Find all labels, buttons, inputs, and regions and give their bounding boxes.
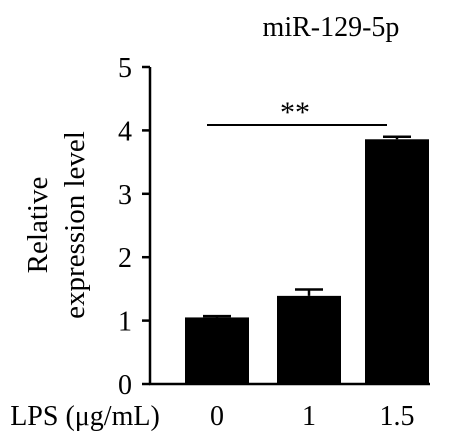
significance-annotation: ** — [207, 96, 387, 129]
x-tick-label: 0 — [210, 401, 224, 432]
x-tick-labels: 0 1 1.5 — [210, 401, 415, 432]
bars — [185, 139, 429, 384]
error-bars — [203, 135, 411, 318]
bar — [365, 139, 429, 384]
y-tick-label: 3 — [118, 180, 132, 211]
x-axis-label: LPS (μg/mL) — [10, 401, 160, 432]
y-ticks: 0 1 2 3 4 5 — [118, 53, 150, 401]
y-axis-label-line1: Relative — [22, 177, 54, 274]
y-tick-label: 4 — [118, 116, 132, 147]
chart-title: miR-129-5p — [263, 12, 400, 43]
y-axis-label-line2: expression level — [59, 131, 91, 319]
x-tick-label: 1.5 — [380, 401, 415, 432]
significance-label: ** — [280, 96, 310, 129]
y-tick-label: 2 — [118, 243, 132, 274]
y-axis-label: Relative expression level — [22, 131, 91, 319]
y-tick-label: 1 — [118, 307, 132, 338]
x-tick-label: 1 — [302, 401, 316, 432]
bar — [185, 317, 249, 384]
bar — [277, 295, 341, 384]
y-tick-label: 5 — [118, 53, 132, 84]
y-tick-label: 0 — [118, 370, 132, 401]
